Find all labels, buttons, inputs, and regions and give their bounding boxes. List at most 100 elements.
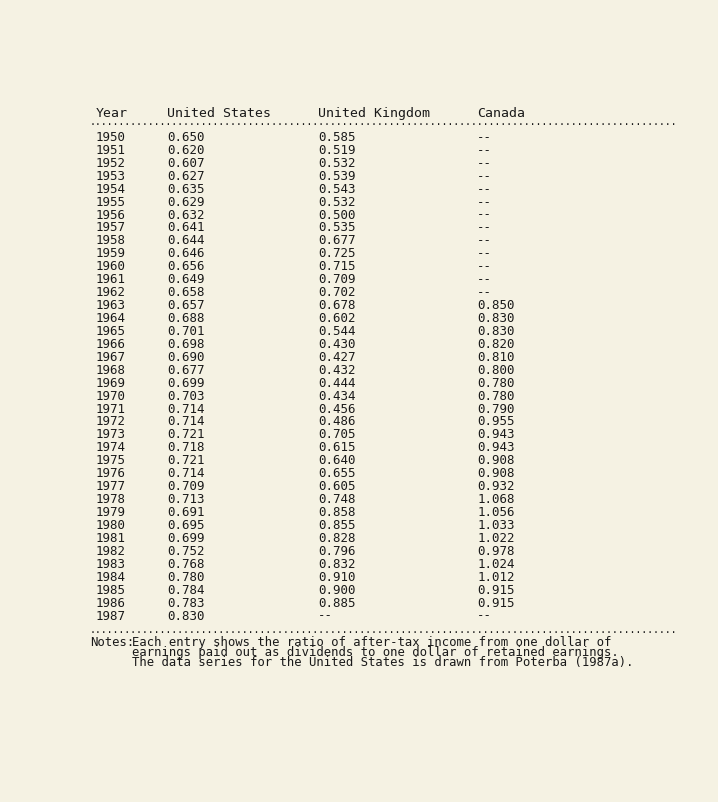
Text: 0.698: 0.698	[167, 338, 205, 350]
Text: 1963: 1963	[96, 299, 126, 312]
Text: 0.688: 0.688	[167, 312, 205, 325]
Text: 1972: 1972	[96, 415, 126, 428]
Text: 0.677: 0.677	[167, 364, 205, 377]
Text: 1971: 1971	[96, 403, 126, 415]
Text: ................................................................................: ........................................…	[90, 117, 677, 127]
Text: 0.832: 0.832	[318, 557, 356, 571]
Text: 1956: 1956	[96, 209, 126, 221]
Text: 0.943: 0.943	[477, 428, 515, 441]
Text: 0.699: 0.699	[167, 532, 205, 545]
Text: 1973: 1973	[96, 428, 126, 441]
Text: 0.646: 0.646	[167, 247, 205, 261]
Text: 1983: 1983	[96, 557, 126, 571]
Text: 0.605: 0.605	[318, 480, 356, 493]
Text: 0.714: 0.714	[167, 403, 205, 415]
Text: 0.615: 0.615	[318, 441, 356, 455]
Text: 0.644: 0.644	[167, 234, 205, 247]
Text: 1958: 1958	[96, 234, 126, 247]
Text: 0.721: 0.721	[167, 428, 205, 441]
Text: 0.790: 0.790	[477, 403, 515, 415]
Text: 0.620: 0.620	[167, 144, 205, 157]
Text: 1957: 1957	[96, 221, 126, 234]
Text: 1987: 1987	[96, 610, 126, 622]
Text: ................................................................................: ........................................…	[90, 625, 677, 634]
Text: --: --	[477, 196, 493, 209]
Text: 0.705: 0.705	[318, 428, 356, 441]
Text: 0.430: 0.430	[318, 338, 356, 350]
Text: 1.033: 1.033	[477, 519, 515, 532]
Text: 0.432: 0.432	[318, 364, 356, 377]
Text: 1985: 1985	[96, 584, 126, 597]
Text: 1.012: 1.012	[477, 571, 515, 584]
Text: 1974: 1974	[96, 441, 126, 455]
Text: 0.715: 0.715	[318, 261, 356, 273]
Text: 1977: 1977	[96, 480, 126, 493]
Text: 0.677: 0.677	[318, 234, 356, 247]
Text: 0.532: 0.532	[318, 156, 356, 170]
Text: United Kingdom: United Kingdom	[318, 107, 430, 120]
Text: 1962: 1962	[96, 286, 126, 299]
Text: 0.828: 0.828	[318, 532, 356, 545]
Text: 0.535: 0.535	[318, 221, 356, 234]
Text: 0.800: 0.800	[477, 364, 515, 377]
Text: Each entry shows the ratio of after-tax income from one dollar of: Each entry shows the ratio of after-tax …	[132, 635, 612, 649]
Text: --: --	[477, 286, 493, 299]
Text: Year: Year	[96, 107, 128, 120]
Text: 1955: 1955	[96, 196, 126, 209]
Text: 0.701: 0.701	[167, 325, 205, 338]
Text: 0.691: 0.691	[167, 506, 205, 519]
Text: 0.780: 0.780	[477, 390, 515, 403]
Text: 1951: 1951	[96, 144, 126, 157]
Text: 1966: 1966	[96, 338, 126, 350]
Text: 1976: 1976	[96, 468, 126, 480]
Text: 0.978: 0.978	[477, 545, 515, 558]
Text: 0.444: 0.444	[318, 377, 356, 390]
Text: Notes:: Notes:	[90, 635, 134, 649]
Text: 0.703: 0.703	[167, 390, 205, 403]
Text: 0.885: 0.885	[318, 597, 356, 610]
Text: 0.690: 0.690	[167, 350, 205, 364]
Text: 0.713: 0.713	[167, 493, 205, 506]
Text: 0.768: 0.768	[167, 557, 205, 571]
Text: --: --	[477, 183, 493, 196]
Text: 1953: 1953	[96, 170, 126, 183]
Text: 0.640: 0.640	[318, 454, 356, 468]
Text: 1954: 1954	[96, 183, 126, 196]
Text: --: --	[318, 610, 333, 622]
Text: 1.022: 1.022	[477, 532, 515, 545]
Text: --: --	[477, 209, 493, 221]
Text: 0.725: 0.725	[318, 247, 356, 261]
Text: 0.910: 0.910	[318, 571, 356, 584]
Text: 0.784: 0.784	[167, 584, 205, 597]
Text: 0.641: 0.641	[167, 221, 205, 234]
Text: 1.056: 1.056	[477, 506, 515, 519]
Text: 1.024: 1.024	[477, 557, 515, 571]
Text: --: --	[477, 170, 493, 183]
Text: 1959: 1959	[96, 247, 126, 261]
Text: --: --	[477, 221, 493, 234]
Text: 0.544: 0.544	[318, 325, 356, 338]
Text: 0.820: 0.820	[477, 338, 515, 350]
Text: 1965: 1965	[96, 325, 126, 338]
Text: --: --	[477, 610, 493, 622]
Text: 1979: 1979	[96, 506, 126, 519]
Text: earnings paid out as dividends to one dollar of retained earnings.: earnings paid out as dividends to one do…	[132, 646, 619, 659]
Text: The data series for the United States is drawn from Poterba (1987a).: The data series for the United States is…	[132, 656, 634, 670]
Text: 0.830: 0.830	[167, 610, 205, 622]
Text: 0.678: 0.678	[318, 299, 356, 312]
Text: 0.714: 0.714	[167, 468, 205, 480]
Text: 0.915: 0.915	[477, 597, 515, 610]
Text: 0.932: 0.932	[477, 480, 515, 493]
Text: 0.519: 0.519	[318, 144, 356, 157]
Text: --: --	[477, 247, 493, 261]
Text: 0.850: 0.850	[477, 299, 515, 312]
Text: 0.955: 0.955	[477, 415, 515, 428]
Text: 1968: 1968	[96, 364, 126, 377]
Text: 0.539: 0.539	[318, 170, 356, 183]
Text: 0.858: 0.858	[318, 506, 356, 519]
Text: --: --	[477, 273, 493, 286]
Text: 0.632: 0.632	[167, 209, 205, 221]
Text: 0.656: 0.656	[167, 261, 205, 273]
Text: 1980: 1980	[96, 519, 126, 532]
Text: --: --	[477, 144, 493, 157]
